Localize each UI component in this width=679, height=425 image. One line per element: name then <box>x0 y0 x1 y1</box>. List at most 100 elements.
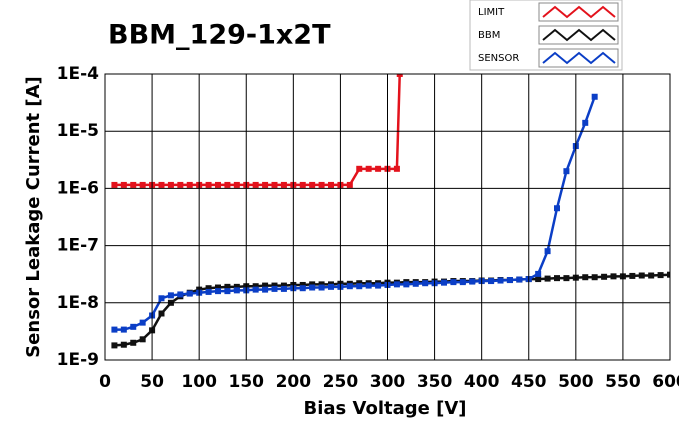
data-point <box>167 292 174 299</box>
data-point <box>422 280 429 287</box>
data-point <box>280 282 287 289</box>
data-point <box>299 285 306 292</box>
data-point <box>318 281 325 288</box>
data-point <box>591 274 598 281</box>
data-point <box>403 281 410 288</box>
x-tick-label: 200 <box>276 372 312 392</box>
data-point <box>441 279 447 286</box>
data-point <box>318 284 325 291</box>
data-point <box>299 281 306 288</box>
data-point <box>657 272 664 279</box>
data-point <box>563 168 570 175</box>
data-point <box>224 181 231 188</box>
x-tick-label: 250 <box>323 372 359 392</box>
data-point <box>280 181 287 188</box>
data-point <box>215 181 221 188</box>
data-point <box>215 288 221 295</box>
data-point <box>167 181 174 188</box>
data-point <box>356 165 363 172</box>
data-point <box>328 283 334 290</box>
data-point <box>139 319 146 326</box>
data-point <box>393 281 400 288</box>
x-tick-label: 500 <box>558 372 594 392</box>
data-point <box>412 280 419 287</box>
data-point <box>554 275 560 282</box>
data-point <box>215 284 221 291</box>
x-tick-label: 600 <box>652 372 679 392</box>
x-tick-label: 50 <box>140 372 164 392</box>
legend-swatch-box <box>538 48 619 68</box>
data-point <box>280 285 287 292</box>
y-tick-label: 1E-5 <box>57 121 99 141</box>
data-point <box>535 276 542 283</box>
y-tick-label: 1E-7 <box>57 236 99 256</box>
series-line <box>114 96 596 331</box>
data-point <box>224 288 231 295</box>
data-point <box>667 271 670 278</box>
data-point <box>271 282 278 289</box>
data-point <box>111 326 118 333</box>
legend-swatch <box>542 51 616 65</box>
data-point <box>111 342 118 349</box>
data-point <box>177 291 184 298</box>
data-point <box>582 119 589 126</box>
data-point <box>629 272 636 279</box>
legend-label: BBM <box>478 30 500 41</box>
data-point <box>205 288 212 295</box>
data-point <box>459 279 466 286</box>
data-point <box>271 285 278 292</box>
data-point <box>591 93 598 100</box>
x-tick-label: 100 <box>181 372 217 392</box>
data-point <box>497 277 504 284</box>
chart-title: BBM_129-1x2T <box>108 20 331 51</box>
data-point <box>205 285 212 292</box>
data-point <box>488 278 495 285</box>
data-point <box>233 287 240 294</box>
data-point <box>582 274 589 281</box>
data-point <box>346 283 353 290</box>
data-point <box>601 273 608 280</box>
data-point <box>365 282 372 289</box>
legend-label: SENSOR <box>478 53 519 64</box>
x-tick-label: 450 <box>511 372 547 392</box>
data-point <box>262 282 269 289</box>
data-point <box>375 165 382 172</box>
legend-label: LIMIT <box>478 7 505 18</box>
legend-swatch <box>542 28 616 42</box>
data-point <box>309 181 316 188</box>
data-point <box>506 277 513 284</box>
data-point <box>328 181 334 188</box>
data-point <box>177 181 184 188</box>
x-tick-label: 350 <box>417 372 453 392</box>
data-point <box>544 275 551 282</box>
data-point <box>205 181 212 188</box>
data-point <box>120 326 127 333</box>
data-point <box>375 282 382 289</box>
data-point <box>393 165 400 172</box>
y-tick-label: 1E-6 <box>57 178 99 198</box>
data-point <box>309 284 316 291</box>
data-point <box>554 205 560 212</box>
y-axis-title: Sensor Leakage Current [A] <box>23 76 44 358</box>
y-tick-label: 1E-4 <box>57 64 99 84</box>
data-point <box>186 181 193 188</box>
data-point <box>130 181 137 188</box>
data-point <box>139 181 146 188</box>
x-tick-label: 550 <box>605 372 641 392</box>
data-point <box>469 278 476 285</box>
y-tick-label: 1E-8 <box>57 293 99 313</box>
data-point <box>262 181 269 188</box>
data-point <box>139 336 146 343</box>
data-point <box>158 310 165 317</box>
data-point <box>563 275 570 282</box>
data-point <box>252 181 259 188</box>
x-tick-label: 300 <box>370 372 406 392</box>
data-point <box>233 283 240 290</box>
data-point <box>299 181 306 188</box>
data-point <box>346 181 353 188</box>
data-point <box>271 181 278 188</box>
x-axis-title: Bias Voltage [V] <box>304 398 467 419</box>
data-point <box>120 181 127 188</box>
data-point <box>356 283 363 290</box>
